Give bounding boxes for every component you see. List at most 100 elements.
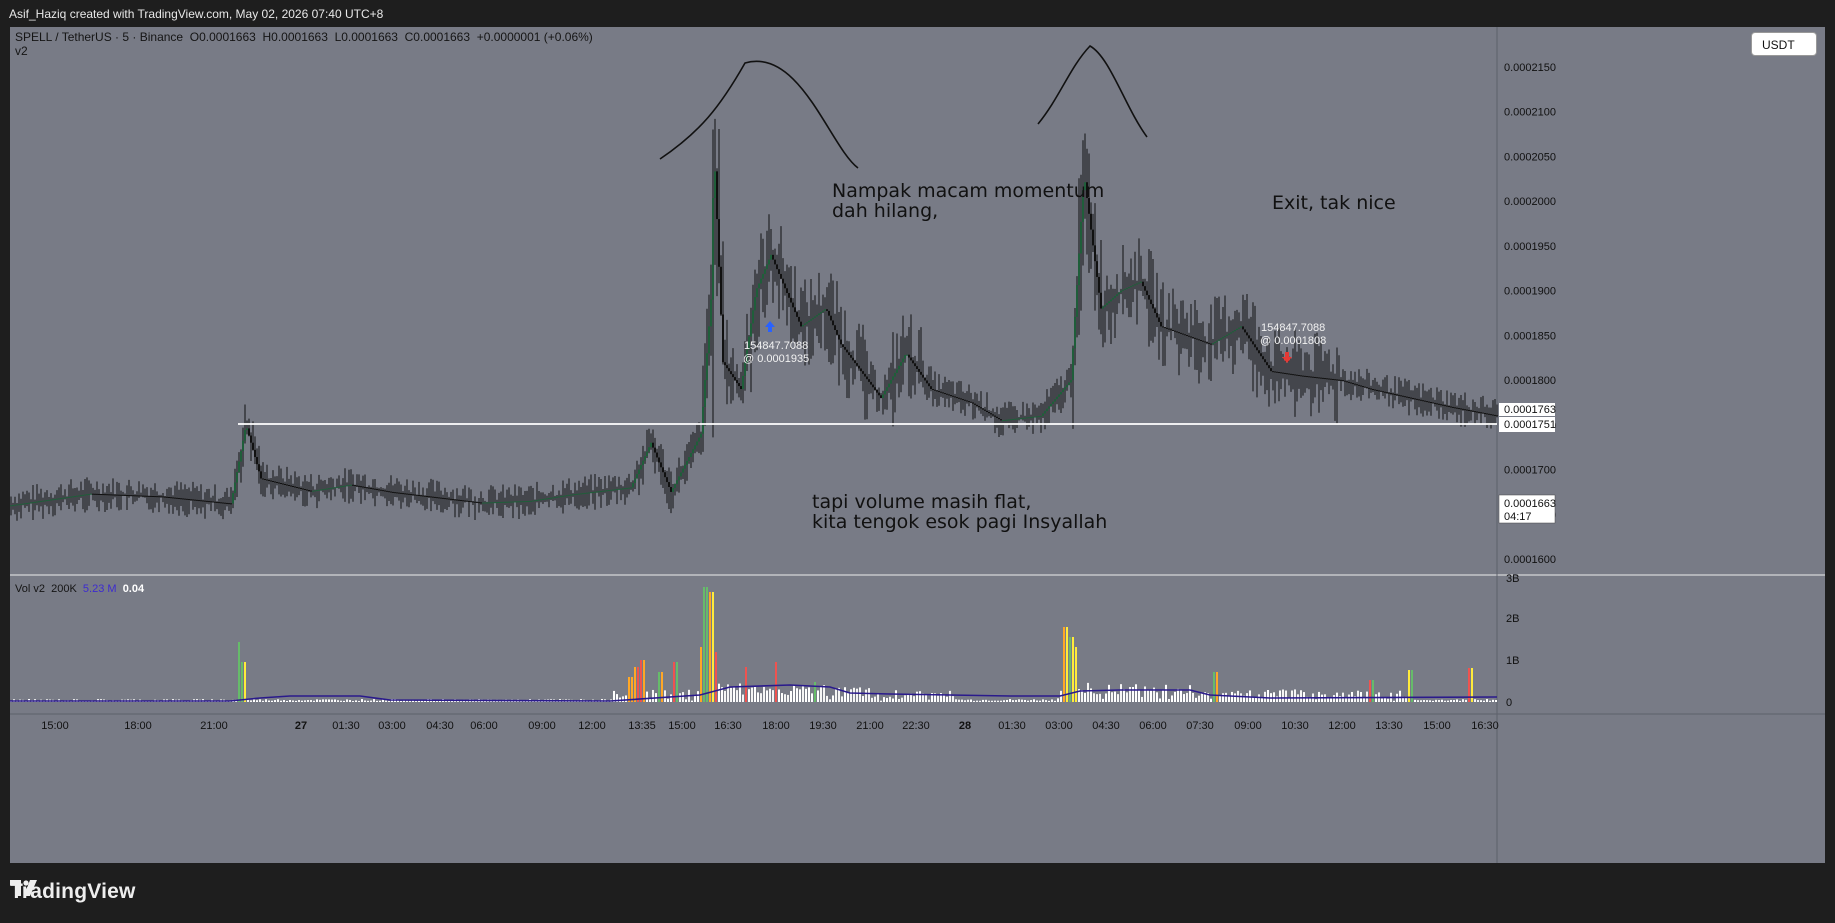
volume-bar [661, 672, 663, 702]
annotation-momentum[interactable]: Nampak macam momentum dah hilang, [832, 181, 1104, 221]
candle-body [754, 297, 756, 311]
candle-body [1250, 338, 1252, 342]
candle-body [238, 461, 240, 473]
time-axis[interactable]: 15:00 18:00 21:00 27 01:30 03:00 04:30 06:00 09:… [41, 720, 1499, 732]
volume-bar [811, 693, 813, 702]
volume-bar [1450, 699, 1452, 702]
volume-bar [949, 690, 951, 702]
volume-bar [985, 699, 987, 702]
candle-body [738, 383, 740, 387]
volume-bar [424, 700, 426, 702]
candle-body [1128, 287, 1130, 289]
price-axis[interactable]: 0.0002150 0.0002100 0.0002050 0.0002000 0.00… [1504, 62, 1556, 566]
volume-bar [1171, 695, 1173, 702]
candle-body [44, 500, 46, 502]
candle-body [1198, 339, 1200, 341]
currency-button[interactable]: USDT [1751, 32, 1817, 56]
candle-body [502, 501, 504, 503]
volume-bar [259, 699, 261, 702]
candle-body [166, 496, 168, 498]
candle-body [662, 467, 664, 473]
price-chart-svg[interactable]: 0.0002150 0.0002100 0.0002050 0.0002000 0.00… [10, 27, 1825, 863]
volume-bar [1495, 700, 1497, 702]
candle-body [938, 391, 940, 393]
candle-body [1466, 409, 1468, 411]
candle-body [170, 497, 172, 499]
volume-bar [1114, 691, 1116, 702]
candle-body [120, 494, 122, 496]
candle-body [848, 352, 850, 356]
volume-bar [1216, 672, 1218, 702]
candle-body [1062, 389, 1064, 393]
candle-body [1154, 308, 1156, 313]
candle-body [1350, 382, 1352, 384]
candle-body [724, 362, 726, 366]
sell-arrow-icon[interactable] [1282, 352, 1292, 363]
candle-body [706, 353, 708, 381]
volume-bar [622, 696, 624, 702]
candle-body [82, 494, 84, 496]
volume-bar [1015, 699, 1017, 702]
candle-body [1094, 245, 1096, 262]
candle-body [508, 501, 510, 503]
candle-body [1442, 404, 1444, 406]
candle-body [1436, 403, 1438, 405]
candle-body [1364, 386, 1366, 388]
candle-body [1380, 390, 1382, 392]
candle-body [1358, 384, 1360, 386]
peak-arc-left[interactable] [659, 60, 859, 169]
candle-body [92, 493, 94, 495]
volume-bar [250, 700, 252, 702]
candle-body [310, 490, 312, 492]
volume-bar [376, 700, 378, 702]
candle-body [422, 495, 424, 497]
candle-body [622, 488, 624, 490]
volume-bar [415, 700, 417, 702]
candle-body [56, 498, 58, 500]
candle-body [176, 497, 178, 499]
annotation-exit[interactable]: Exit, tak nice [1272, 192, 1396, 214]
candle-body [970, 401, 972, 403]
tradingview-logo[interactable]: TradingView [10, 880, 136, 904]
candle-body [518, 501, 520, 503]
volume-bar [1087, 682, 1089, 702]
chart-area[interactable]: 0.0002150 0.0002100 0.0002050 0.0002000 0.00… [10, 27, 1825, 863]
volume-bar [313, 700, 315, 702]
legend-symbol[interactable]: SPELL / TetherUS · 5 · Binance [15, 30, 184, 44]
volume-bar [265, 699, 267, 702]
candle-body [1034, 416, 1036, 418]
candle-body [1440, 404, 1442, 406]
candle-body [766, 264, 768, 270]
buy-arrow-icon[interactable] [765, 321, 775, 332]
candle-body [1122, 289, 1124, 291]
peak-arc-right[interactable] [1037, 45, 1148, 138]
annotation-volume[interactable]: tapi volume masih flat, kita tengok esok… [812, 492, 1107, 532]
candle-body [864, 373, 866, 377]
candle-body [232, 493, 234, 504]
volume-bar [835, 689, 837, 702]
candle-body [582, 493, 584, 495]
candle-body [1410, 397, 1412, 399]
volume-bar [1159, 698, 1161, 702]
candle-body [1456, 407, 1458, 409]
candle-body [240, 451, 242, 462]
annotation-momentum-line2: dah hilang, [832, 200, 939, 222]
candle-body [1304, 375, 1306, 377]
candle-body [1328, 378, 1330, 380]
volume-bar [1468, 668, 1470, 702]
candle-body [46, 500, 48, 502]
candle-body [520, 501, 522, 503]
volume-bar [859, 687, 861, 702]
volume-bar [1345, 697, 1347, 702]
volume-ma-line [10, 684, 1498, 702]
candle-body [972, 402, 974, 404]
volume-bar [1435, 699, 1437, 702]
volume-bar [646, 691, 648, 702]
symbol-legend[interactable]: SPELL / TetherUS · 5 · Binance O0.000166… [15, 30, 593, 44]
volume-bar [325, 699, 327, 702]
volume-legend[interactable]: Vol v2 200K 5.23 M 0.04 [15, 583, 144, 595]
candle-body [674, 484, 676, 489]
volume-bar [901, 697, 903, 702]
volume-bar [970, 699, 972, 702]
volume-bar [1099, 693, 1101, 702]
